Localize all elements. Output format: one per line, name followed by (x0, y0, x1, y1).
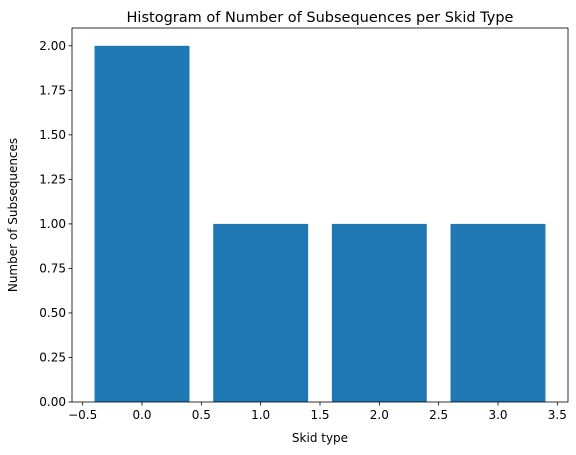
x-tick-label: 0.5 (192, 408, 211, 422)
x-tick-label: 1.0 (251, 408, 270, 422)
y-tick-label: 0.75 (39, 261, 66, 275)
y-tick-label: 1.25 (39, 172, 66, 186)
bar-0 (94, 45, 190, 403)
y-tick-label: 0.50 (39, 306, 66, 320)
x-axis-ticks: −0.5 0.0 0.5 1.0 1.5 2.0 2.5 3.0 3.5 (68, 402, 567, 422)
y-axis-label: Number of Subsequences (6, 138, 20, 292)
chart-title: Histogram of Number of Subsequences per … (127, 10, 514, 26)
bars-layer (94, 45, 546, 403)
x-tick-label: 3.5 (548, 408, 567, 422)
y-tick-label: 1.75 (39, 83, 66, 97)
x-tick-label: 0.0 (132, 408, 151, 422)
x-tick-label: −0.5 (68, 408, 97, 422)
y-tick-label: 2.00 (39, 39, 66, 53)
x-axis-label: Skid type (292, 431, 348, 445)
x-tick-label: 2.5 (429, 408, 448, 422)
x-tick-label: 3.0 (488, 408, 507, 422)
y-tick-label: 1.50 (39, 128, 66, 142)
bar-1 (213, 223, 309, 402)
y-axis-ticks: 0.00 0.25 0.50 0.75 1.00 1.25 1.50 1.75 2.00 (39, 39, 72, 409)
y-tick-label: 1.00 (39, 217, 66, 231)
x-tick-label: 2.0 (370, 408, 389, 422)
y-tick-label: 0.25 (39, 350, 66, 364)
bar-2 (331, 223, 427, 402)
bar-3 (450, 223, 546, 402)
x-tick-label: 1.5 (310, 408, 329, 422)
y-tick-label: 0.00 (39, 395, 66, 409)
